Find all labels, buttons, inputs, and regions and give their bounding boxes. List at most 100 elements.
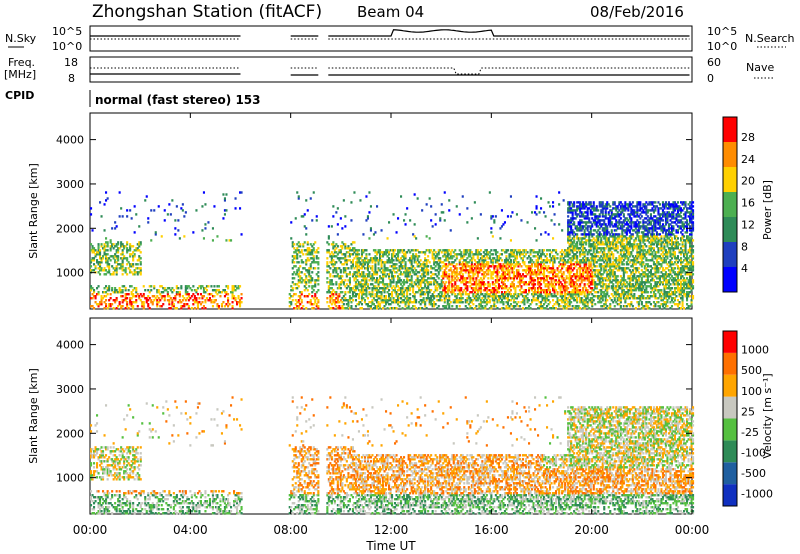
heatmap-cell: [604, 263, 607, 266]
heatmap-cell: [359, 261, 362, 264]
heatmap-cell: [481, 255, 484, 258]
heatmap-cell: [583, 253, 586, 256]
heatmap-cell: [603, 265, 606, 268]
heatmap-cell: [102, 257, 105, 260]
heatmap-cell: [368, 265, 371, 268]
heatmap-cell: [166, 299, 169, 302]
heatmap-cell: [594, 285, 597, 288]
heatmap-cell: [126, 249, 129, 252]
heatmap-cell: [348, 295, 351, 298]
heatmap-cell: [564, 307, 567, 310]
heatmap-cell: [567, 227, 570, 230]
heatmap-cell: [344, 279, 347, 282]
heatmap-cell: [538, 291, 541, 294]
heatmap-cell: [562, 289, 565, 292]
heatmap-cell: [159, 299, 162, 302]
heatmap-cell: [579, 293, 582, 296]
heatmap-cell: [112, 273, 115, 276]
heatmap-cell: [607, 239, 610, 242]
heatmap-cell: [567, 247, 570, 250]
heatmap-cell: [588, 293, 591, 296]
heatmap-cell: [127, 249, 130, 252]
heatmap-cell: [105, 303, 108, 306]
heatmap-cell: [126, 209, 129, 212]
heatmap-cell: [591, 283, 594, 286]
heatmap-cell: [177, 287, 180, 290]
heatmap-cell: [306, 295, 309, 298]
heatmap-cell: [582, 249, 585, 252]
heatmap-cell: [317, 283, 320, 286]
heatmap-cell: [120, 295, 123, 298]
heatmap-cell: [582, 201, 585, 204]
heatmap-cell: [509, 265, 512, 268]
heatmap-cell: [442, 271, 445, 274]
heatmap-cell: [461, 291, 464, 294]
heatmap-cell: [383, 285, 386, 288]
heatmap-cell: [546, 277, 549, 280]
heatmap-cell: [586, 253, 589, 256]
heatmap-cell: [549, 259, 552, 262]
heatmap-cell: [201, 285, 204, 288]
heatmap-cell: [108, 263, 111, 266]
heatmap-cell: [154, 233, 157, 236]
heatmap-cell: [603, 283, 606, 286]
heatmap-cell: [529, 259, 532, 262]
heatmap-cell: [515, 285, 518, 288]
heatmap-cell: [418, 283, 421, 286]
heatmap-cell: [505, 305, 508, 308]
heatmap-cell: [347, 305, 350, 308]
heatmap-cell: [514, 257, 517, 260]
heatmap-cell: [129, 265, 132, 268]
heatmap-cell: [577, 249, 580, 252]
heatmap-cell: [315, 257, 318, 260]
heatmap-cell: [326, 241, 329, 244]
heatmap-cell: [532, 291, 535, 294]
heatmap-cell: [574, 225, 577, 228]
heatmap-cell: [416, 263, 419, 266]
heatmap-cell: [571, 259, 574, 262]
heatmap-cell: [568, 253, 571, 256]
heatmap-cell: [351, 275, 354, 278]
heatmap-cell: [326, 271, 329, 274]
heatmap-cell: [309, 257, 312, 260]
heatmap-cell: [195, 297, 198, 300]
heatmap-cell: [496, 307, 499, 310]
heatmap-cell: [546, 297, 549, 300]
heatmap-cell: [613, 229, 616, 232]
heatmap-cell: [213, 301, 216, 304]
heatmap-cell: [529, 307, 532, 310]
heatmap-cell: [341, 245, 344, 248]
heatmap-cell: [317, 289, 320, 292]
heatmap-cell: [431, 293, 434, 296]
heatmap-cell: [621, 245, 624, 248]
heatmap-cell: [366, 287, 369, 290]
heatmap-cell: [394, 255, 397, 258]
heatmap-cell: [562, 271, 565, 274]
heatmap-cell: [317, 263, 320, 266]
heatmap-cell: [336, 253, 339, 256]
heatmap-cell: [532, 283, 535, 286]
heatmap-cell: [609, 247, 612, 250]
heatmap-cell: [580, 215, 583, 218]
heatmap-cell: [592, 261, 595, 264]
heatmap-cell: [475, 299, 478, 302]
heatmap-cell: [436, 307, 439, 310]
heatmap-cell: [308, 279, 311, 282]
heatmap-cell: [490, 261, 493, 264]
heatmap-cell: [561, 295, 564, 298]
heatmap-cell: [103, 295, 106, 298]
heatmap-cell: [464, 285, 467, 288]
heatmap-cell: [582, 221, 585, 224]
heatmap-cell: [94, 249, 97, 252]
heatmap-cell: [121, 273, 124, 276]
heatmap-cell: [497, 297, 500, 300]
heatmap-cell: [493, 301, 496, 304]
heatmap-cell: [520, 257, 523, 260]
heatmap-cell: [460, 267, 463, 270]
heatmap-cell: [433, 283, 436, 286]
heatmap-cell: [135, 291, 138, 294]
heatmap-cell: [297, 251, 300, 254]
heatmap-cell: [484, 297, 487, 300]
heatmap-cell: [220, 291, 223, 294]
heatmap-cell: [333, 263, 336, 266]
